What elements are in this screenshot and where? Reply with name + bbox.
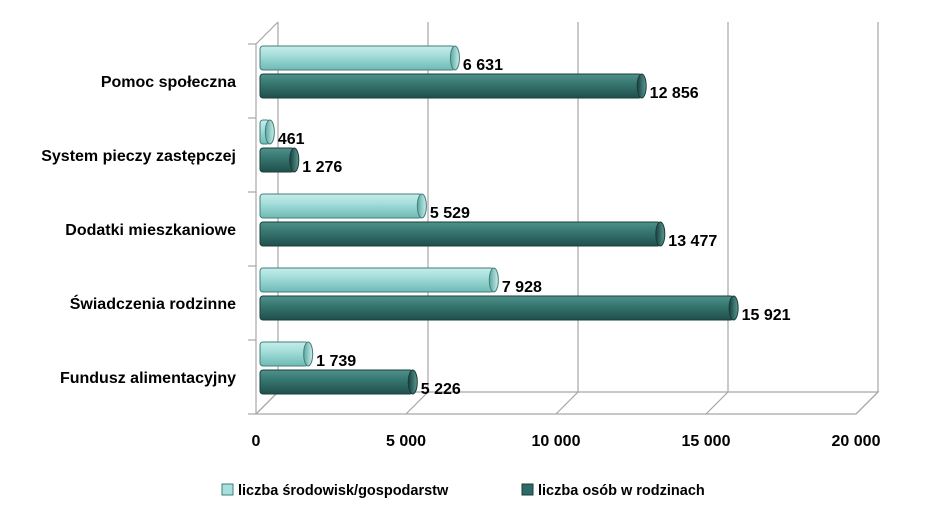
legend-swatch: [221, 483, 234, 496]
bar-end-cap: [289, 147, 300, 173]
floor-gridline: [255, 391, 279, 415]
floor-gridline: [705, 391, 729, 415]
data-label: 461: [278, 131, 305, 148]
bar-persons: [259, 369, 414, 395]
floor-gridline: [855, 391, 879, 415]
bar-end-cap: [636, 73, 647, 99]
legend-label: liczba osób w rodzinach: [538, 483, 705, 499]
x-tick-label: 5 000: [386, 433, 426, 450]
legend-swatch: [521, 483, 534, 496]
bar-persons: [259, 295, 735, 321]
bar-persons: [259, 221, 661, 247]
data-label: 5 226: [421, 381, 461, 398]
category-label: Fundusz alimentacyjny: [60, 370, 236, 387]
x-tick-label: 0: [252, 433, 261, 450]
bar-end-cap: [655, 221, 666, 247]
x-tick-label: 20 000: [832, 433, 881, 450]
data-label: 15 921: [742, 307, 791, 324]
data-label: 7 928: [502, 279, 542, 296]
bar-households: [259, 45, 456, 71]
bars-layer: [259, 45, 739, 395]
legend-label: liczba środowisk/gospodarstw: [238, 483, 449, 499]
x-tick-label: 10 000: [532, 433, 581, 450]
bar-households: [259, 193, 423, 219]
data-label: 12 856: [650, 85, 699, 102]
floor-gridline: [405, 391, 429, 415]
bar-end-cap: [264, 119, 275, 145]
bar-households: [259, 341, 309, 367]
bar-end-cap: [728, 295, 739, 321]
x-tick-label: 15 000: [682, 433, 731, 450]
data-label: 13 477: [668, 233, 717, 250]
bar-end-cap: [449, 45, 460, 71]
bar-end-cap: [303, 341, 314, 367]
data-label: 1 276: [302, 159, 342, 176]
bar-end-cap: [488, 267, 499, 293]
bar-persons: [259, 147, 295, 173]
data-label: 6 631: [463, 57, 503, 74]
legend: liczba środowisk/gospodarstw liczba osób …: [221, 483, 705, 499]
bar-end-cap: [416, 193, 427, 219]
category-label: Dodatki mieszkaniowe: [65, 222, 236, 239]
category-label: Pomoc społeczna: [101, 74, 236, 91]
bar-end-cap: [407, 369, 418, 395]
left-axis-depth-line: [255, 21, 279, 45]
labels-layer: 0 5 000 10 000 15 000 20 000 Pomoc społeczna 6…: [41, 57, 880, 450]
category-label: Świadczenia rodzinne: [70, 294, 236, 313]
bar-persons: [259, 73, 643, 99]
category-label: System pieczy zastępczej: [41, 148, 236, 165]
floor-gridline: [555, 391, 579, 415]
bar-households: [259, 267, 495, 293]
data-label: 5 529: [430, 205, 470, 222]
data-label: 1 739: [316, 353, 356, 370]
